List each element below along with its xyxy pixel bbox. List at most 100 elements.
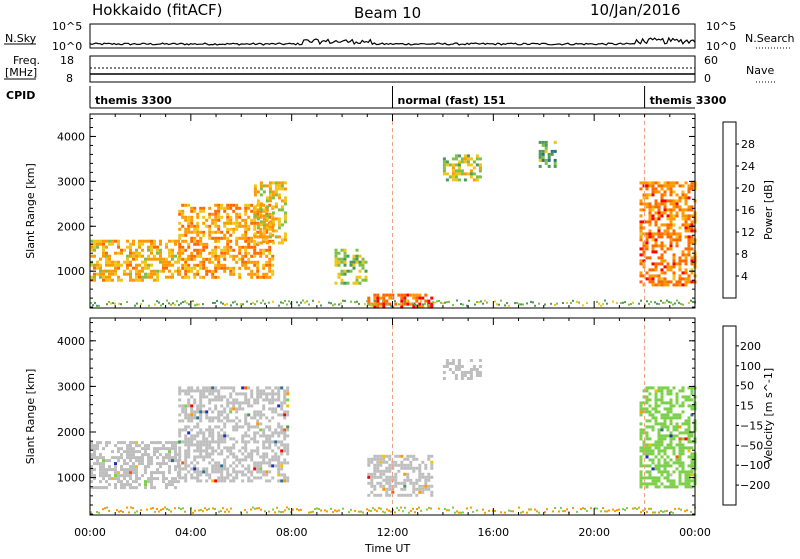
data-cell xyxy=(274,464,278,468)
data-cell xyxy=(168,480,171,484)
near-range-cell xyxy=(476,301,478,303)
data-cell xyxy=(132,453,135,457)
data-cell xyxy=(220,479,224,483)
near-range-cell xyxy=(316,507,318,510)
colorbar-frame xyxy=(722,325,737,506)
data-cell xyxy=(111,269,114,273)
near-range-cell xyxy=(170,303,172,306)
data-cell xyxy=(135,248,138,252)
data-cell xyxy=(238,212,242,216)
data-cell xyxy=(451,362,455,365)
data-cell xyxy=(259,395,263,399)
data-cell xyxy=(262,434,266,438)
data-cell xyxy=(193,476,197,480)
data-cell xyxy=(184,260,188,264)
data-cell xyxy=(205,446,209,450)
data-cell xyxy=(114,471,117,475)
near-range-cell xyxy=(526,511,528,514)
data-cell xyxy=(469,371,473,374)
near-range-cell xyxy=(584,507,586,510)
data-cell xyxy=(460,172,464,176)
data-cell xyxy=(144,260,147,264)
data-cell xyxy=(99,474,102,478)
data-cell xyxy=(666,470,670,474)
near-range-cell xyxy=(176,300,178,303)
near-range-cell xyxy=(258,507,260,510)
data-cell xyxy=(262,217,266,221)
data-cell xyxy=(663,202,667,206)
data-cell xyxy=(111,239,114,243)
data-cell xyxy=(232,257,236,261)
data-cell xyxy=(259,476,263,480)
data-cell xyxy=(466,154,470,158)
data-cell xyxy=(196,263,200,267)
data-cell xyxy=(666,217,670,221)
data-cell xyxy=(660,482,664,486)
data-cell xyxy=(232,428,236,432)
near-range-cell xyxy=(222,507,224,510)
data-cell xyxy=(90,447,93,451)
data-cell xyxy=(250,404,254,408)
near-range-cell xyxy=(624,301,626,304)
data-cell xyxy=(259,214,263,218)
data-cell xyxy=(412,484,416,488)
data-cell xyxy=(199,449,203,453)
data-cell xyxy=(672,449,676,453)
data-cell xyxy=(205,437,209,441)
data-cell xyxy=(205,416,209,420)
data-cell xyxy=(129,465,132,469)
data-cell xyxy=(190,473,194,477)
data-cell xyxy=(280,425,284,429)
data-cell xyxy=(256,440,260,444)
near-range-cell xyxy=(132,507,134,510)
data-cell xyxy=(376,457,380,461)
data-cell xyxy=(681,395,685,399)
data-cell xyxy=(90,275,93,279)
data-cell xyxy=(678,184,682,188)
data-cell xyxy=(223,431,227,435)
near-range-cell xyxy=(438,300,440,302)
data-cell xyxy=(648,220,652,224)
data-cell xyxy=(196,476,200,480)
data-cell xyxy=(99,456,102,460)
data-cell xyxy=(544,161,548,165)
data-cell xyxy=(418,302,422,306)
data-cell xyxy=(220,251,224,255)
data-cell xyxy=(93,248,96,252)
data-cell xyxy=(232,386,236,390)
data-cell xyxy=(250,473,254,477)
data-cell xyxy=(654,416,658,420)
data-cell xyxy=(478,157,482,161)
data-cell xyxy=(690,458,694,462)
data-cell xyxy=(241,386,245,390)
data-cell xyxy=(538,152,542,156)
data-cell xyxy=(205,242,209,246)
data-cell xyxy=(211,248,215,252)
data-cell xyxy=(187,437,191,441)
data-cell xyxy=(445,365,449,368)
data-cell xyxy=(277,440,281,444)
data-cell xyxy=(690,235,694,239)
near-range-cell xyxy=(670,301,672,304)
data-cell xyxy=(286,479,290,483)
data-cell xyxy=(208,227,212,231)
data-cell xyxy=(184,440,188,444)
data-cell xyxy=(657,428,661,432)
data-cell xyxy=(241,236,245,240)
data-cell xyxy=(271,464,275,468)
data-cell xyxy=(651,280,655,284)
near-range-cell xyxy=(586,302,588,305)
data-cell xyxy=(196,242,200,246)
data-cell xyxy=(687,419,691,423)
data-cell xyxy=(690,268,694,272)
data-cell xyxy=(190,257,194,261)
data-cell xyxy=(102,456,105,460)
near-range-cell xyxy=(414,303,416,306)
data-cell xyxy=(135,444,138,448)
data-cell xyxy=(229,227,233,231)
data-cell xyxy=(135,450,138,454)
data-cell xyxy=(262,223,266,227)
data-cell xyxy=(412,487,416,491)
near-range-cell xyxy=(268,510,270,513)
near-range-cell xyxy=(214,301,216,304)
